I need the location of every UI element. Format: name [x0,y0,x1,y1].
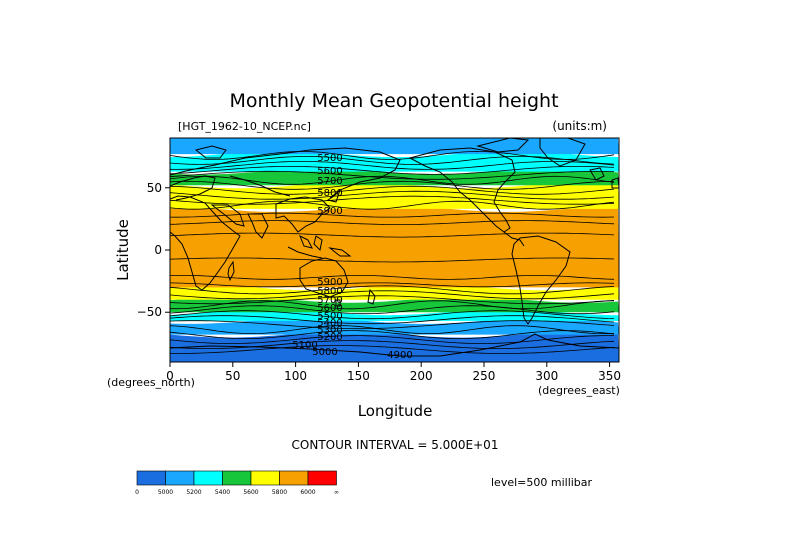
band-south-polar [170,331,619,362]
contour-line [170,290,615,300]
map-plot-area: 5500560057005800590059005800570056005500… [170,138,619,362]
contour-line [170,150,615,160]
contour-line [170,166,615,175]
contour-label: 5500 [317,153,342,164]
contour-line [170,212,615,218]
units-label: (units:m) [552,119,607,133]
colorbar-swatch [193,470,223,486]
contour-line [170,220,615,225]
contour-line [170,185,615,195]
contour-lines [170,150,615,355]
x-tick-label: 350 [598,369,621,383]
x-tick-label: 250 [473,369,496,383]
y-axis-title: Latitude [114,219,132,281]
colorbar-swatch [307,470,337,486]
x-tick-label: 0 [166,369,174,383]
contour-label: 5700 [317,295,342,306]
colorbar-swatch [136,470,166,486]
contour-value-labels: 5500560057005800590059005800570056005500… [292,153,412,361]
contour-label: 5600 [317,303,342,314]
contour-line [170,161,615,170]
colorbar-swatch [250,470,280,486]
contour-label: 5900 [317,277,342,288]
y-tick-label: 0 [154,243,162,257]
band-tropical [170,205,619,288]
coastlines [170,138,619,357]
band-south-mid-blue [170,317,619,335]
contour-label: 5000 [312,347,337,358]
band-north-polar [170,138,619,155]
contour-label: 5900 [317,206,342,217]
contour-line [170,257,615,263]
colorbar-label: 5800 [272,489,287,496]
colorbar-label: 6000 [300,489,315,496]
colorbar-swatch [165,470,195,486]
contour-line [170,340,615,349]
x-axis-ticks: 0 50 100 150 200 250 300 350 [166,362,621,383]
contour-label: 5600 [317,166,342,177]
colorbar-label: 5600 [243,489,258,496]
contour-label: 5500 [317,311,342,322]
colorbar-label: 5200 [186,489,201,496]
colorbar-label: ∞ [334,489,339,496]
y-tick-label: −50 [137,305,162,319]
contour-line [170,325,615,334]
colorbar-swatch [222,470,252,486]
contour-line [170,320,615,330]
contour-line [170,156,615,165]
colorbar-label: 5400 [215,489,230,496]
y-unit-label: (degrees_north) [107,376,195,389]
contour-line [170,345,615,355]
contour-line [170,275,615,280]
contour-line [170,310,615,320]
x-tick-label: 100 [284,369,307,383]
contour-line [170,180,615,190]
contour-line [170,335,614,344]
contour-label: 5400 [317,318,342,329]
colorbar: 0 5000 5200 5400 5600 5800 6000 ∞ [135,470,339,496]
contour-label: 4900 [387,350,412,361]
band-south-yellow [170,284,619,300]
contour-line [170,330,615,339]
x-tick-label: 200 [410,369,433,383]
contour-label: 5800 [317,286,342,297]
colorbar-swatch [279,470,309,486]
x-tick-label: 300 [535,369,558,383]
x-unit-label: (degrees_east) [538,384,620,397]
contour-line [170,295,615,305]
contour-interval-text: CONTOUR INTERVAL = 5.000E+01 [292,438,499,452]
contour-line [170,305,615,315]
contour-label: 5300 [317,325,342,336]
contour-label: 5100 [292,340,317,351]
dataset-label: [HGT_1962-10_NCEP.nc] [178,120,311,133]
y-tick-label: 50 [147,181,162,195]
contour-line [170,315,615,325]
contour-label: 5800 [317,188,342,199]
contour-label: 5200 [317,332,342,343]
contour-line [170,285,615,295]
contour-line [170,300,614,310]
contour-label: 5700 [317,176,342,187]
x-tick-label: 150 [347,369,370,383]
contour-line [170,170,615,180]
figure-title: Monthly Mean Geopotential height [229,90,558,112]
contour-line [170,282,615,288]
x-tick-label: 50 [225,369,240,383]
contour-line [170,232,615,238]
colorbar-label: 5000 [158,489,173,496]
level-text: level=500 millibar [491,476,593,489]
y-axis-ticks: 50 0 −50 [137,181,170,319]
contour-line [170,200,615,210]
contour-line [170,190,615,200]
colorbar-label: 0 [135,489,139,496]
x-axis-title: Longitude [358,402,433,420]
